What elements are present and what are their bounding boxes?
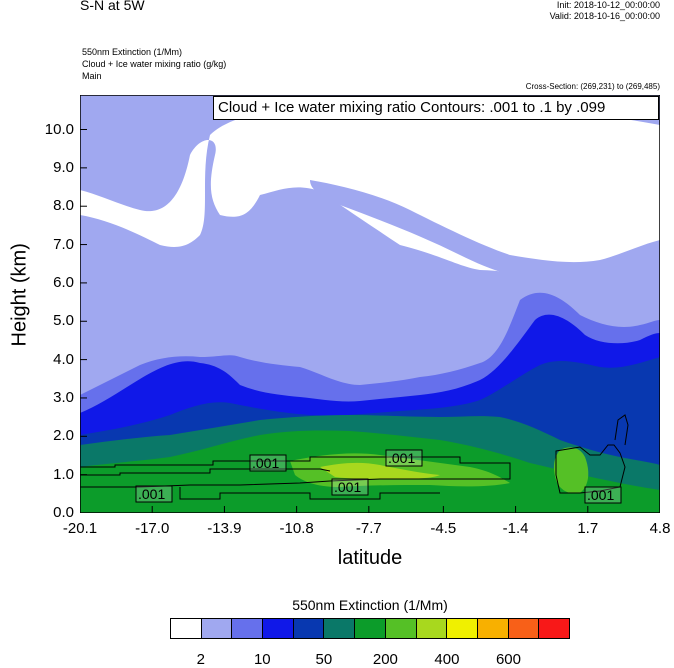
colorbar-tick-label: 600 — [495, 651, 521, 668]
init-time: Init: 2018-10-12_00:00:00 — [556, 0, 660, 10]
x-tick-label: -17.0 — [135, 520, 170, 537]
x-tick-label: 4.8 — [649, 520, 671, 537]
y-axis-label: Height (km) — [8, 243, 31, 347]
x-tick-label: -7.7 — [355, 520, 382, 537]
colorbar-swatch — [355, 619, 386, 638]
field-label-extinction: 550nm Extinction (1/Mm) — [82, 47, 183, 57]
colorbar-swatch — [232, 619, 264, 638]
contour-label-2: .001 — [388, 450, 415, 466]
colorbar-swatch — [263, 619, 294, 638]
y-tick-label: 10.0 — [44, 120, 74, 138]
colorbar-tick-label: 10 — [253, 651, 271, 668]
contour-label-3: .001 — [138, 486, 165, 502]
y-tick-label: 9.0 — [53, 158, 74, 176]
y-tick-label: 5.0 — [53, 312, 74, 330]
field-label-main: Main — [82, 71, 102, 81]
y-tick-label: 1.0 — [53, 465, 74, 483]
contour-labels: .001 .001 .001 .001 .001 — [138, 450, 614, 503]
contour-box-4 — [331, 478, 369, 496]
contour-label-boxes — [135, 449, 622, 504]
y-tick-label: 6.0 — [53, 273, 74, 291]
extinction-high-patch — [553, 447, 589, 494]
contour-legend: Cloud + Ice water mixing ratio Contours:… — [213, 96, 659, 120]
field-label-cloud: Cloud + Ice water mixing ratio (g/kg) — [82, 59, 227, 69]
y-tick-label: 0.0 — [53, 504, 74, 521]
contour-label-5: .001 — [587, 487, 614, 503]
valid-time: Valid: 2018-10-16_00:00:00 — [549, 11, 660, 21]
mid-cloud-band — [310, 180, 660, 289]
colorbar-swatch — [201, 619, 233, 638]
colorbar-title: 550nm Extinction (1/Mm) — [292, 597, 448, 613]
clear-air-region — [80, 103, 660, 276]
x-tick-label: -10.8 — [279, 520, 314, 537]
x-tick-label: 1.7 — [577, 520, 599, 537]
colorbar-swatch — [539, 619, 569, 638]
colorbar — [170, 618, 570, 639]
y-tick-label: 8.0 — [53, 197, 74, 215]
cloud-contours — [80, 414, 629, 500]
colorbar-tick-label: 50 — [315, 651, 333, 668]
x-tick-label: -13.9 — [207, 520, 242, 537]
cross-section-plot: .001 .001 .001 .001 .001 — [80, 95, 660, 513]
colorbar-tick-label: 2 — [196, 651, 205, 668]
colorbar-swatch — [385, 619, 417, 638]
contour-box-3 — [135, 485, 173, 503]
x-axis-label: latitude — [337, 547, 403, 569]
y-tick-label: 2.0 — [53, 427, 74, 445]
colorbar-swatch — [447, 619, 478, 638]
colorbar-swatch — [324, 619, 356, 638]
y-tick-label: 7.0 — [53, 235, 74, 253]
colorbar-swatch — [477, 619, 509, 638]
colorbar-swatch — [293, 619, 325, 638]
colorbar-swatch — [171, 619, 202, 638]
colorbar-swatch — [416, 619, 448, 638]
x-tick-label: -20.1 — [62, 520, 98, 537]
axis-ticks — [80, 129, 660, 513]
plot-title: S-N at 5W — [80, 0, 145, 13]
x-tick-label: -4.5 — [430, 520, 457, 537]
colorbar-tick-label: 200 — [372, 651, 398, 668]
contour-box-5 — [584, 486, 622, 504]
y-tick-label: 4.0 — [53, 350, 74, 368]
y-tick-label: 3.0 — [53, 388, 74, 406]
contour-box-1 — [249, 454, 287, 472]
cross-section-label: Cross-Section: (269,231) to (269,485) — [525, 82, 660, 91]
contour-label-1: .001 — [252, 455, 279, 471]
contour-box-2 — [385, 449, 423, 467]
extinction-500-layer — [320, 462, 440, 479]
x-tick-label: -1.4 — [502, 520, 529, 537]
contour-label-4: .001 — [334, 479, 361, 495]
colorbar-swatch — [508, 619, 540, 638]
colorbar-tick-label: 400 — [434, 651, 460, 668]
